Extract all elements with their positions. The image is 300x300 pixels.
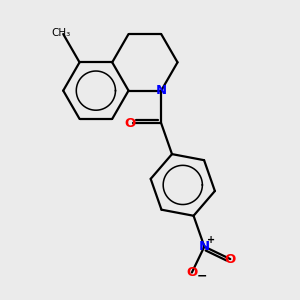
Text: +: + bbox=[207, 235, 215, 245]
Text: −: − bbox=[196, 269, 207, 282]
Text: O: O bbox=[186, 266, 197, 279]
Text: O: O bbox=[124, 117, 136, 130]
Text: O: O bbox=[225, 253, 236, 266]
Text: N: N bbox=[156, 84, 167, 97]
Text: N: N bbox=[199, 240, 210, 253]
Text: CH₃: CH₃ bbox=[51, 28, 70, 38]
